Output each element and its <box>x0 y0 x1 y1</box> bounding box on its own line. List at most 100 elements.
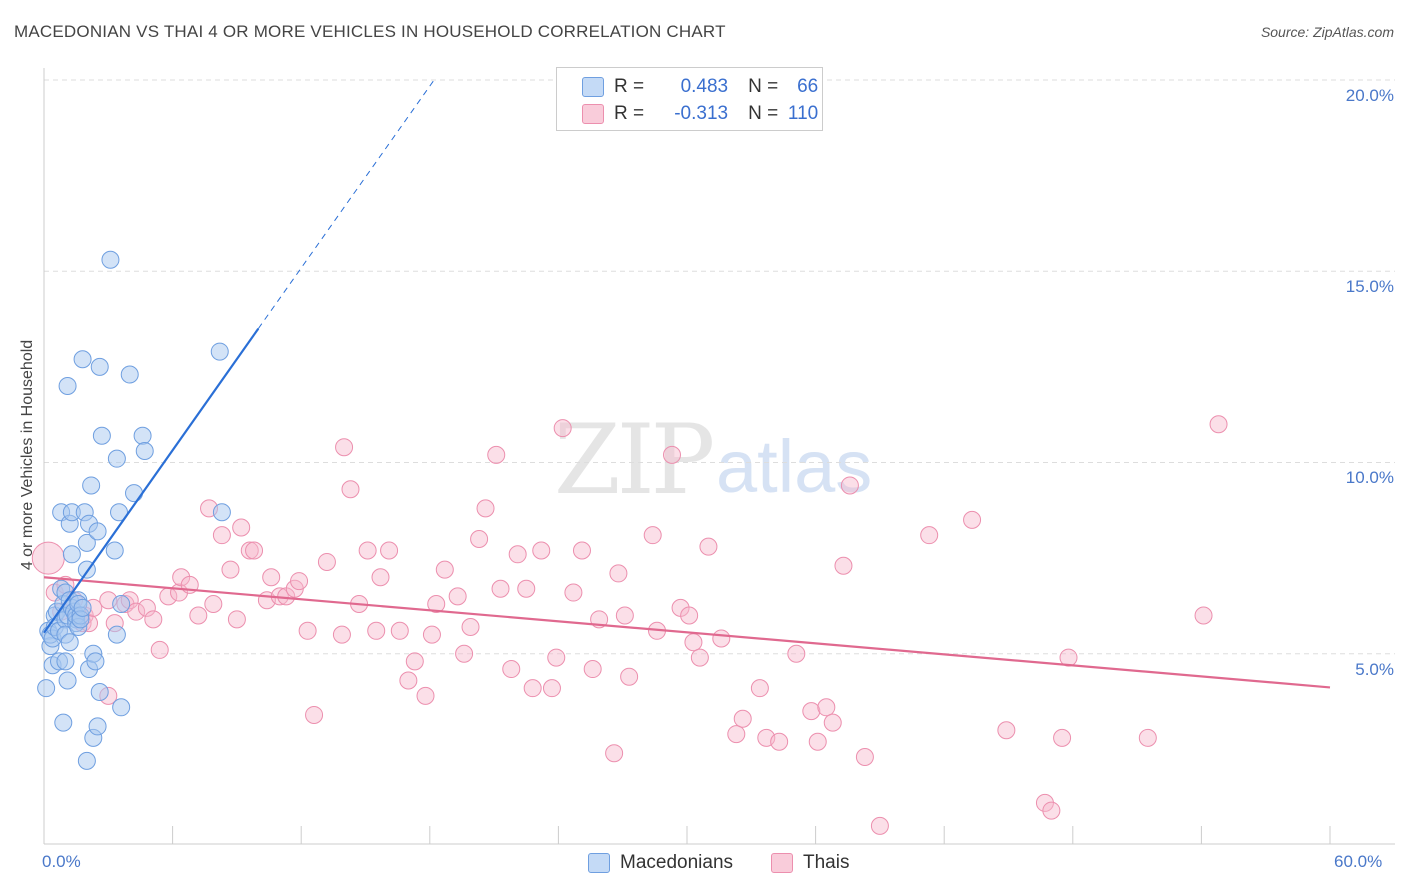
thai-point <box>221 560 240 579</box>
macedonian-point <box>133 426 152 445</box>
thai-point <box>750 679 769 698</box>
thai-point <box>487 445 506 464</box>
thai-point <box>572 541 591 560</box>
thai-point <box>662 445 681 464</box>
macedonian-point <box>73 350 92 369</box>
source-label: Source: ZipAtlas.com <box>1260 24 1394 40</box>
macedonian-point <box>107 625 126 644</box>
thai-point <box>787 644 806 663</box>
legend-row-macedonians: R = 0.483 N = 66 <box>557 74 818 100</box>
y-axis-label: 4 or more Vehicles in Household <box>19 339 36 571</box>
thai-point <box>547 648 566 667</box>
thai-point <box>1042 801 1061 820</box>
legend-item-macedonians[interactable]: Macedonians <box>588 852 733 874</box>
macedonian-point <box>58 671 77 690</box>
r-label: R = <box>614 76 645 97</box>
thai-point <box>733 709 752 728</box>
thai-point <box>358 541 377 560</box>
thai-point <box>367 621 386 640</box>
thais-swatch <box>582 104 604 124</box>
macedonian-point <box>92 426 111 445</box>
thai-point <box>341 480 360 499</box>
thai-point <box>583 660 602 679</box>
macedonian-point <box>120 365 139 384</box>
thai-point <box>476 499 495 518</box>
macedonian-point <box>101 250 120 269</box>
thai-point <box>840 476 859 495</box>
thai-point <box>232 518 251 537</box>
thai-point <box>245 541 264 560</box>
legend-row-thais: R = -0.313 N = 110 <box>557 101 818 127</box>
thai-point <box>963 510 982 529</box>
thais-n-value: 110 <box>787 103 819 124</box>
thai-point <box>150 640 169 659</box>
macedonian-point <box>37 679 56 698</box>
thai-point <box>1194 606 1213 625</box>
macedonian-point <box>90 683 109 701</box>
thai-point <box>427 595 446 614</box>
n-label: N = <box>748 103 779 124</box>
thai-point <box>227 610 246 629</box>
macedonian-point <box>77 751 96 770</box>
thai-point <box>808 732 827 751</box>
macedonian-point <box>88 522 107 541</box>
macedonian-point <box>90 357 109 376</box>
thai-point <box>1053 728 1072 747</box>
thai-point <box>137 598 156 617</box>
macedonian-point <box>82 476 101 495</box>
macedonian-point <box>110 503 129 522</box>
macedonians-swatch <box>582 77 604 97</box>
thai-point <box>380 541 399 560</box>
macedonian-point <box>62 545 81 564</box>
correlation-legend: R = 0.483 N = 66 R = -0.313 N = 110 <box>556 67 823 131</box>
thai-point <box>1209 415 1228 434</box>
thai-point <box>997 721 1016 740</box>
n-label: N = <box>748 76 779 97</box>
thai-point <box>1035 793 1054 812</box>
thai-point <box>553 419 572 438</box>
macedonian-point <box>77 533 96 552</box>
thai-point <box>298 621 317 640</box>
thai-point <box>212 526 231 545</box>
thai-point <box>855 748 874 767</box>
thai-point <box>455 644 474 663</box>
macedonian-point <box>56 652 75 671</box>
thai-point <box>542 679 561 698</box>
thai-point <box>834 556 853 575</box>
thai-point <box>802 702 821 721</box>
thais-legend-label: Thais <box>803 852 850 873</box>
thai-point <box>31 541 65 575</box>
thai-point <box>405 652 424 671</box>
thai-point <box>371 568 390 587</box>
thai-point <box>399 671 418 690</box>
thai-point <box>189 606 208 625</box>
chart-title: MACEDONIAN VS THAI 4 OR MORE VEHICLES IN… <box>14 22 726 41</box>
thai-point <box>690 648 709 667</box>
thai-point <box>817 698 836 717</box>
thai-trend-line <box>43 576 1331 689</box>
y-tick-label: 5.0% <box>1355 660 1394 679</box>
thai-point <box>305 705 324 724</box>
macedonian-point <box>212 503 231 522</box>
thai-point <box>517 579 536 598</box>
macedonian-point <box>112 595 131 614</box>
macedonians-legend-label: Macedonians <box>620 852 734 873</box>
thai-point <box>770 732 789 751</box>
macedonians-r-value: 0.483 <box>680 76 729 97</box>
series-legend: Macedonians Thais <box>0 851 1406 879</box>
macedonian-point <box>58 377 77 395</box>
thai-point <box>684 633 703 652</box>
thai-point <box>422 625 441 644</box>
legend-item-thais[interactable]: Thais <box>771 852 849 874</box>
watermark-zip: ZIP <box>554 404 715 516</box>
thai-point <box>680 606 699 625</box>
thai-point <box>605 744 624 763</box>
macedonian-trend-extension <box>257 79 435 329</box>
macedonian-point <box>135 442 154 461</box>
thai-point <box>508 545 527 564</box>
thai-point <box>470 530 489 548</box>
macedonian-point <box>88 717 107 736</box>
macedonian-point <box>73 598 92 617</box>
thai-point <box>335 438 354 457</box>
